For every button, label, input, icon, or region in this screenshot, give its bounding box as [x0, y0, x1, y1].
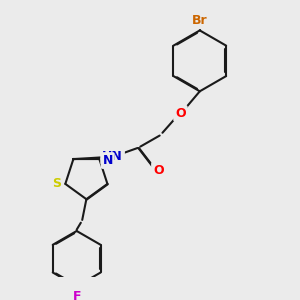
Text: N: N — [103, 154, 113, 167]
Text: HN: HN — [102, 150, 123, 163]
Text: O: O — [153, 164, 164, 177]
Text: Br: Br — [192, 14, 208, 27]
Text: F: F — [72, 290, 81, 300]
Text: S: S — [52, 177, 62, 190]
Text: O: O — [175, 107, 186, 120]
